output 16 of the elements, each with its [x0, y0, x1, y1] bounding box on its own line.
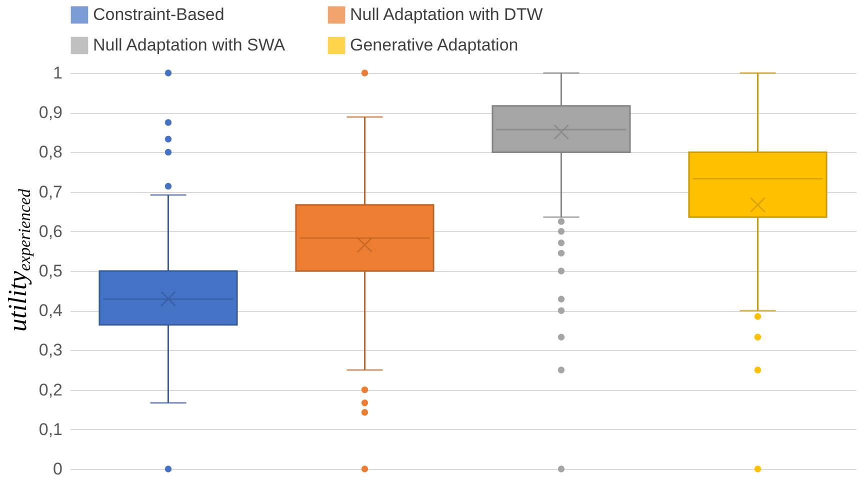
- legend-label: Generative Adaptation: [350, 36, 518, 54]
- y-axis-title: utilityexperienced: [3, 188, 34, 332]
- y-tick-label: 0,8: [38, 142, 62, 162]
- y-tick-label: 0,1: [38, 420, 62, 439]
- y-tick-label: 1: [53, 64, 62, 82]
- y-tick-label: 0,3: [38, 340, 62, 360]
- y-tick-label: 0,2: [38, 380, 62, 400]
- legend-label: Constraint-Based: [93, 4, 224, 24]
- y-tick-label: 0,5: [38, 262, 62, 280]
- y-tick-label: 0,4: [38, 301, 62, 320]
- y-tick-label: 0,9: [38, 103, 62, 122]
- y-tick-label: 0: [53, 460, 62, 478]
- legend-label: Null Adaptation with SWA: [93, 36, 286, 54]
- legend-label: Null Adaptation with DTW: [350, 4, 543, 24]
- y-tick-label: 0,7: [38, 182, 62, 202]
- y-tick-label: 0,6: [38, 222, 62, 241]
